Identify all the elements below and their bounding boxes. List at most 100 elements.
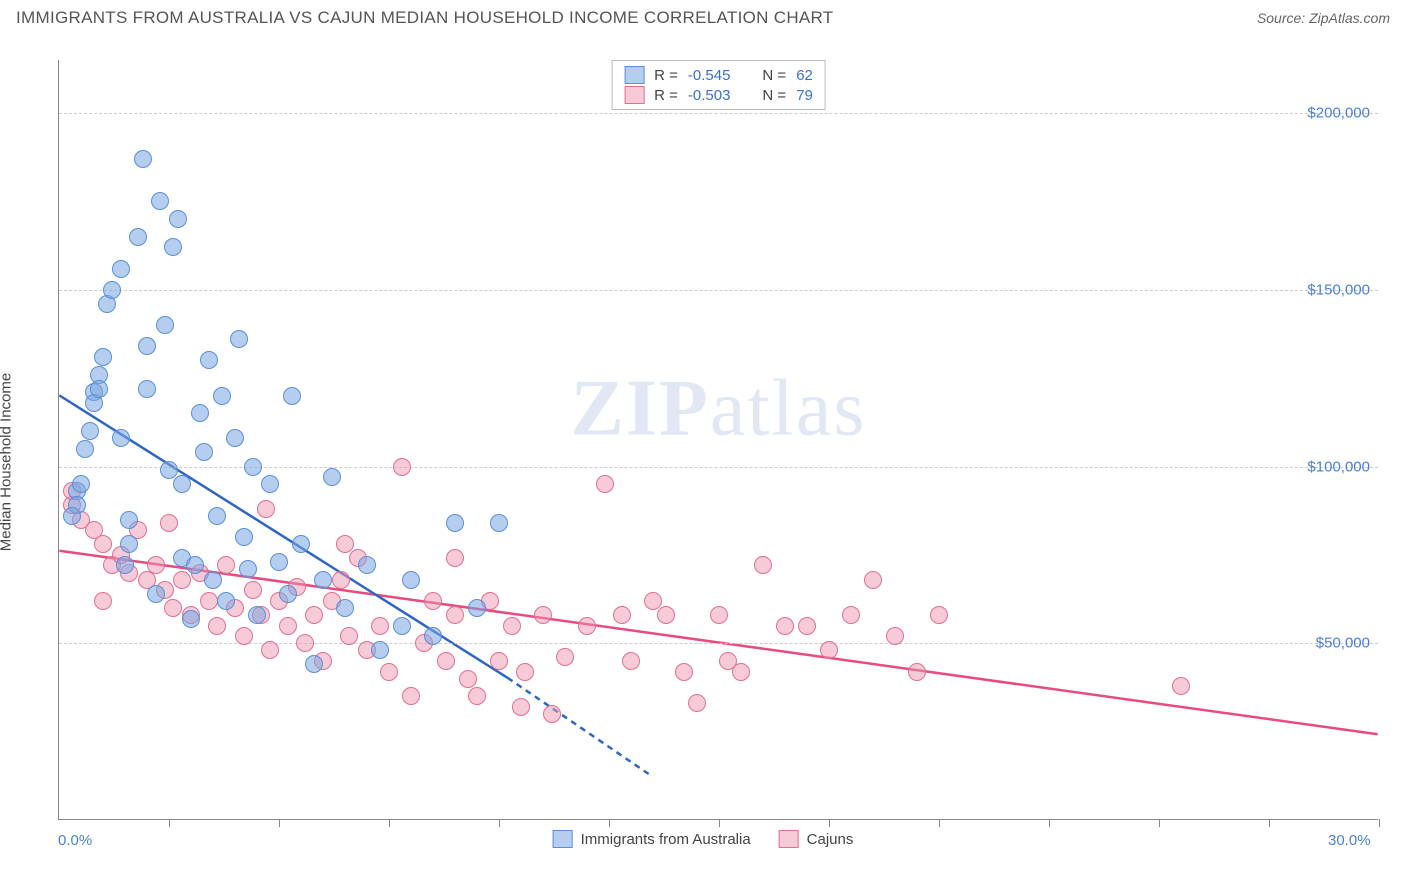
data-point-cajuns: [490, 652, 508, 670]
n-value-b: 79: [796, 87, 813, 104]
data-point-australia: [292, 535, 310, 553]
data-point-cajuns: [305, 606, 323, 624]
x-tick: [1379, 819, 1380, 827]
x-tick: [719, 819, 720, 827]
data-point-australia: [468, 599, 486, 617]
x-axis-max-label: 30.0%: [1328, 832, 1371, 849]
data-point-australia: [208, 507, 226, 525]
data-point-cajuns: [930, 606, 948, 624]
data-point-australia: [120, 535, 138, 553]
data-point-cajuns: [1172, 677, 1190, 695]
data-point-cajuns: [864, 571, 882, 589]
n-label: N =: [762, 87, 786, 104]
n-label: N =: [762, 67, 786, 84]
swatch-series-a: [624, 66, 644, 84]
data-point-australia: [164, 238, 182, 256]
chart-title: IMMIGRANTS FROM AUSTRALIA VS CAJUN MEDIA…: [16, 8, 833, 28]
trend-lines: [59, 60, 1378, 819]
data-point-cajuns: [754, 556, 772, 574]
x-tick: [1049, 819, 1050, 827]
data-point-cajuns: [798, 617, 816, 635]
data-point-australia: [217, 592, 235, 610]
swatch-series-b: [779, 830, 799, 848]
data-point-australia: [103, 281, 121, 299]
y-tick-label: $200,000: [1307, 105, 1370, 122]
data-point-australia: [239, 560, 257, 578]
swatch-series-a: [553, 830, 573, 848]
data-point-cajuns: [446, 549, 464, 567]
data-point-cajuns: [578, 617, 596, 635]
x-axis-min-label: 0.0%: [58, 832, 92, 849]
correlation-legend: R = -0.545 N = 62 R = -0.503 N = 79: [611, 60, 826, 110]
data-point-cajuns: [279, 617, 297, 635]
data-point-australia: [76, 440, 94, 458]
data-point-cajuns: [675, 663, 693, 681]
data-point-australia: [204, 571, 222, 589]
data-point-australia: [261, 475, 279, 493]
source-link[interactable]: ZipAtlas.com: [1309, 10, 1390, 26]
data-point-australia: [151, 192, 169, 210]
data-point-cajuns: [468, 687, 486, 705]
data-point-australia: [446, 514, 464, 532]
data-point-cajuns: [512, 698, 530, 716]
data-point-australia: [90, 380, 108, 398]
x-tick: [169, 819, 170, 827]
data-point-australia: [147, 585, 165, 603]
data-point-australia: [63, 507, 81, 525]
data-point-australia: [200, 351, 218, 369]
data-point-australia: [169, 210, 187, 228]
data-point-cajuns: [446, 606, 464, 624]
source-prefix: Source:: [1257, 10, 1309, 26]
data-point-australia: [173, 475, 191, 493]
data-point-australia: [195, 443, 213, 461]
data-point-australia: [182, 610, 200, 628]
data-point-cajuns: [340, 627, 358, 645]
data-point-australia: [134, 150, 152, 168]
data-point-cajuns: [424, 592, 442, 610]
data-point-cajuns: [380, 663, 398, 681]
grid-line: [59, 113, 1378, 114]
data-point-australia: [94, 348, 112, 366]
data-point-cajuns: [147, 556, 165, 574]
x-tick: [829, 819, 830, 827]
data-point-australia: [112, 260, 130, 278]
r-value-b: -0.503: [688, 87, 731, 104]
data-point-australia: [305, 655, 323, 673]
data-point-australia: [490, 514, 508, 532]
y-tick-label: $100,000: [1307, 458, 1370, 475]
legend-item-a: Immigrants from Australia: [553, 830, 751, 848]
x-tick: [609, 819, 610, 827]
data-point-cajuns: [296, 634, 314, 652]
data-point-cajuns: [200, 592, 218, 610]
data-point-australia: [120, 511, 138, 529]
data-point-cajuns: [657, 606, 675, 624]
data-point-cajuns: [710, 606, 728, 624]
x-tick: [1159, 819, 1160, 827]
data-point-australia: [191, 404, 209, 422]
data-point-australia: [393, 617, 411, 635]
x-tick: [1269, 819, 1270, 827]
data-point-australia: [81, 422, 99, 440]
legend-row-series-b: R = -0.503 N = 79: [624, 85, 813, 105]
data-point-cajuns: [208, 617, 226, 635]
data-point-cajuns: [244, 581, 262, 599]
data-point-cajuns: [332, 571, 350, 589]
data-point-australia: [371, 641, 389, 659]
legend-label-b: Cajuns: [807, 831, 854, 848]
data-point-cajuns: [173, 571, 191, 589]
r-label: R =: [654, 87, 678, 104]
data-point-australia: [314, 571, 332, 589]
data-point-australia: [244, 458, 262, 476]
data-point-australia: [424, 627, 442, 645]
source-credit: Source: ZipAtlas.com: [1257, 10, 1390, 26]
data-point-cajuns: [217, 556, 235, 574]
data-point-australia: [323, 468, 341, 486]
data-point-cajuns: [402, 687, 420, 705]
legend-label-a: Immigrants from Australia: [581, 831, 751, 848]
data-point-cajuns: [820, 641, 838, 659]
data-point-australia: [358, 556, 376, 574]
x-tick: [939, 819, 940, 827]
data-point-australia: [138, 380, 156, 398]
data-point-australia: [279, 585, 297, 603]
data-point-cajuns: [556, 648, 574, 666]
